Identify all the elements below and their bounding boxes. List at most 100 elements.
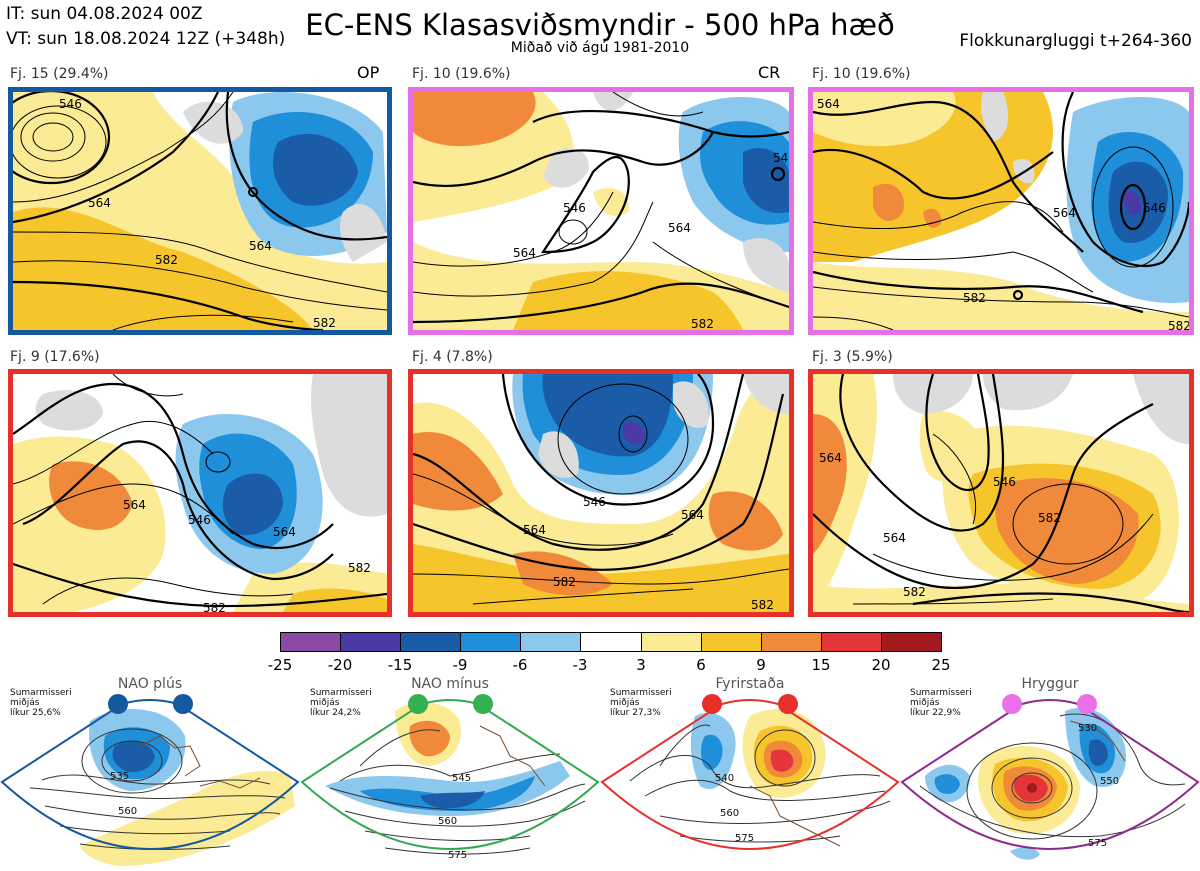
regime-contour-label: 575 xyxy=(735,833,754,844)
contour-label: 546 xyxy=(188,513,211,527)
contour-label: 582 xyxy=(155,253,178,267)
contour-label: 564 xyxy=(819,451,842,465)
regime-contour-label: 540 xyxy=(715,773,734,784)
contour-label: 564 xyxy=(817,97,840,111)
colorbar-swatch xyxy=(461,633,522,651)
regime-name: Fyrirstaða xyxy=(715,676,785,692)
colorbar-tick: 3 xyxy=(636,656,646,674)
cluster-map-2: 546 546 564 582 564 xyxy=(408,87,794,335)
colorbar-swatch xyxy=(701,633,762,651)
contour-label: 564 xyxy=(523,523,546,537)
contour-label: 582 xyxy=(751,598,774,612)
cluster-map-2-graphic: 546 546 564 582 564 xyxy=(413,92,789,330)
regime-info: Sumarmisseri miðjás líkur 27,3% xyxy=(610,688,672,718)
colorbar-tick: -6 xyxy=(512,656,528,674)
cluster-map-6-graphic: 564 546 564 582 582 xyxy=(813,374,1189,612)
colorbar-swatch xyxy=(821,633,882,651)
contour-label: 582 xyxy=(348,561,371,575)
regime-contour-label: 560 xyxy=(118,806,137,817)
contour-label: 546 xyxy=(583,495,606,509)
colorbar-swatch xyxy=(581,633,642,651)
regime-contour-label: 560 xyxy=(720,808,739,819)
contour-label: 546 xyxy=(1143,201,1166,215)
colorbar-tick: -15 xyxy=(387,656,413,674)
cluster-map-1: 546 564 564 582 582 xyxy=(8,87,392,335)
contour-label: 582 xyxy=(1168,319,1189,330)
regime-contour-label: 575 xyxy=(448,850,467,861)
cluster-map-5: 546 564 564 582 582 xyxy=(408,369,794,617)
contour-label: 546 xyxy=(59,97,82,111)
contour-label: 564 xyxy=(273,525,296,539)
regime-nao-plus: 535 560 NAO plús Sumarmisseri miðjás lík… xyxy=(0,676,300,871)
regime-nao-minus: 545 560 575 NAO mínus Sumarmisseri miðjá… xyxy=(300,676,600,871)
valid-time: VT: sun 18.08.2024 12Z (+348h) xyxy=(6,29,286,49)
colorbar-swatch xyxy=(641,633,702,651)
cluster-map-3: 564 564 546 582 582 xyxy=(808,87,1194,335)
contour-label: 564 xyxy=(668,221,691,235)
contour-label: 582 xyxy=(313,316,336,330)
contour-label: 582 xyxy=(203,601,226,612)
regime-name: Hryggur xyxy=(1021,676,1079,692)
contour-label: 582 xyxy=(1038,511,1061,525)
panel-6-label: Fj. 3 (5.9%) xyxy=(812,349,893,365)
colorbar-tick: -3 xyxy=(572,656,588,674)
cluster-map-6: 564 546 564 582 582 xyxy=(808,369,1194,617)
colorbar-swatch xyxy=(341,633,402,651)
regime-nao-plus-graphic: 535 560 xyxy=(0,694,300,866)
colorbar-swatch xyxy=(761,633,822,651)
contour-label: 546 xyxy=(993,475,1016,489)
contour-label: 582 xyxy=(963,291,986,305)
regime-contour-label: 535 xyxy=(110,771,129,782)
init-time: IT: sun 04.08.2024 00Z xyxy=(6,4,203,24)
regime-contour-label: 530 xyxy=(1078,723,1097,734)
colorbar-swatch xyxy=(401,633,462,651)
regime-name: NAO mínus xyxy=(411,676,489,692)
panel-2-label: Fj. 10 (19.6%) xyxy=(412,66,511,82)
regime-fyrirstada: 540 560 575 Fyrirstaða Sumarmisseri miðj… xyxy=(600,676,900,871)
panel-2-tag: CR xyxy=(758,63,781,82)
cluster-map-5-graphic: 546 564 564 582 582 xyxy=(413,374,789,612)
panel-3-label: Fj. 10 (19.6%) xyxy=(812,66,911,82)
contour-label: 564 xyxy=(513,246,536,260)
colorbar-tick: 25 xyxy=(931,656,951,674)
colorbar-swatch xyxy=(281,633,342,651)
contour-label: 582 xyxy=(903,585,926,599)
contour-label: 546 xyxy=(563,201,586,215)
contour-label: 564 xyxy=(1053,206,1076,220)
regime-info: Sumarmisseri miðjás líkur 25,6% xyxy=(10,688,72,718)
page-title: EC-ENS Klasasviðsmyndir - 500 hPa hæð xyxy=(305,8,895,42)
contour-label: 564 xyxy=(681,508,704,522)
regime-fyrirstada-graphic: 540 560 575 xyxy=(600,694,900,850)
contour-label: 546 xyxy=(773,151,789,165)
colorbar-tick: 9 xyxy=(756,656,766,674)
panel-1-tag: OP xyxy=(357,63,380,82)
colorbar-tick: 6 xyxy=(696,656,706,674)
colorbar-tick: -9 xyxy=(452,656,468,674)
regime-contour-label: 575 xyxy=(1088,838,1107,849)
cluster-map-4-graphic: 564 546 564 582 582 xyxy=(13,374,387,612)
regime-name: NAO plús xyxy=(117,676,183,692)
colorbar-swatch xyxy=(881,633,942,651)
colorbar-tick: 20 xyxy=(871,656,891,674)
regime-contour-label: 560 xyxy=(438,816,457,827)
classification-window: Flokkunargluggi t+264-360 xyxy=(959,31,1192,51)
panel-4-label: Fj. 9 (17.6%) xyxy=(10,349,100,365)
regime-hryggur: 530 550 575 Hryggur Sumarmisseri miðjás … xyxy=(900,676,1200,871)
regime-info: Sumarmisseri miðjás líkur 22,9% xyxy=(910,688,972,718)
regime-info: Sumarmisseri miðjás líkur 24,2% xyxy=(310,688,372,718)
contour-label: 564 xyxy=(88,196,111,210)
cluster-map-3-graphic: 564 564 546 582 582 xyxy=(813,92,1189,330)
colorbar xyxy=(280,632,942,652)
colorbar-tick: -25 xyxy=(267,656,293,674)
regime-hryggur-graphic: 530 550 575 xyxy=(900,694,1200,860)
regime-contour-label: 545 xyxy=(452,773,471,784)
colorbar-tick: 15 xyxy=(811,656,831,674)
panel-1-label: Fj. 15 (29.4%) xyxy=(10,66,109,82)
colorbar-swatch xyxy=(521,633,582,651)
contour-label: 564 xyxy=(123,498,146,512)
regime-contour-label: 550 xyxy=(1100,776,1119,787)
colorbar-tick: -20 xyxy=(327,656,353,674)
cluster-map-4: 564 546 564 582 582 xyxy=(8,369,392,617)
regime-nao-minus-graphic: 545 560 575 xyxy=(300,694,600,861)
panel-5-label: Fj. 4 (7.8%) xyxy=(412,349,493,365)
